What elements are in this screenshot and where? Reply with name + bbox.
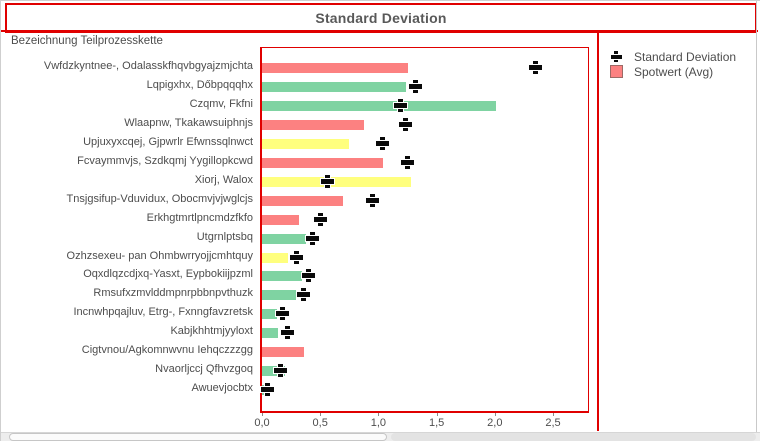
x-axis-tick-label: 1,5 bbox=[428, 417, 445, 429]
avg-bar bbox=[262, 290, 296, 301]
x-axis-tick-mark bbox=[320, 413, 322, 416]
std-deviation-marker bbox=[365, 193, 379, 207]
avg-bar bbox=[262, 328, 279, 339]
avg-bar bbox=[262, 176, 411, 187]
std-deviation-marker bbox=[314, 212, 328, 226]
horizontal-scrollbar-thumb[interactable] bbox=[9, 433, 387, 441]
category-label: Rmsufxzmvlddmpnrpbbnpvthuzk bbox=[93, 287, 253, 300]
category-label: Tnsjgsifup-Vduvidux, Obocmvjvjwglcjs bbox=[66, 192, 253, 205]
avg-bar bbox=[262, 119, 365, 130]
avg-bar bbox=[262, 157, 384, 168]
category-label: Incnwhpqajluv, Etrg-, Fxnngfavzretsk bbox=[73, 306, 253, 319]
x-axis-tick-mark bbox=[494, 413, 496, 416]
category-label: Oqxdlqzcdjxq-Yasxt, Eypbokiijpzml bbox=[83, 268, 253, 281]
category-label: Czqmv, Fkfni bbox=[189, 97, 253, 110]
std-deviation-marker bbox=[393, 98, 407, 112]
x-axis-tick-mark bbox=[262, 413, 263, 416]
x-axis-tick-mark bbox=[553, 413, 554, 416]
horizontal-scrollbar-right-segment[interactable] bbox=[391, 433, 756, 441]
std-deviation-marker bbox=[260, 383, 274, 397]
avg-bar bbox=[262, 347, 304, 358]
category-label: Kabjkhhtmjyyloxt bbox=[170, 325, 253, 338]
chart-title-box: Standard Deviation bbox=[5, 3, 757, 33]
title-divider-line bbox=[1, 30, 758, 32]
category-label: Erkhgtmrtlpncmdzfkfo bbox=[146, 211, 253, 224]
avg-bar bbox=[262, 271, 302, 282]
std-deviation-marker bbox=[289, 250, 303, 264]
x-axis-tick-label: 0,0 bbox=[254, 417, 270, 429]
std-deviation-marker bbox=[280, 326, 294, 340]
std-deviation-marker bbox=[273, 364, 287, 378]
legend-entry-spotwert-avg: Spotwert (Avg) bbox=[605, 64, 736, 79]
page-right-border bbox=[756, 1, 757, 441]
category-label: Cigtvnou/Agkomnwvnu Iehqczzzgg bbox=[81, 344, 253, 357]
x-axis-tick-label: 1,0 bbox=[370, 417, 387, 429]
x-axis-tick-mark bbox=[436, 413, 438, 416]
avg-bar bbox=[262, 81, 407, 92]
category-label: Upjuxyxcqej, Gjpwrlr Efwnssqlnwct bbox=[83, 135, 253, 148]
std-deviation-marker bbox=[296, 288, 310, 302]
chart-title: Standard Deviation bbox=[315, 10, 447, 26]
category-label: Ozhzsexeu- pan Ohmbwrryojjcmhtquy bbox=[66, 249, 253, 262]
avg-bar bbox=[262, 252, 288, 263]
avg-bar bbox=[262, 195, 344, 206]
x-axis-tick-label: 2,0 bbox=[487, 417, 503, 429]
category-label: Lqpigxhx, Dőbpqqqhx bbox=[146, 78, 253, 91]
std-deviation-marker bbox=[528, 61, 542, 74]
plot-area bbox=[260, 47, 589, 413]
legend-label-spotwert-avg: Spotwert (Avg) bbox=[634, 64, 714, 79]
avg-bar bbox=[262, 214, 300, 225]
bar-swatch-icon bbox=[605, 65, 627, 78]
avg-bar bbox=[262, 100, 496, 111]
legend-label-standard-deviation: Standard Deviation bbox=[634, 49, 737, 64]
category-label: Fcvaymmvjs, Szdkqmj Yygillopkcwd bbox=[77, 154, 253, 167]
category-label: Utgrnlptsbq bbox=[196, 230, 253, 243]
category-label: Awuevjocbtx bbox=[191, 382, 253, 395]
plus-marker-icon bbox=[605, 51, 627, 62]
std-deviation-marker bbox=[321, 174, 335, 188]
std-deviation-marker bbox=[400, 155, 414, 169]
std-deviation-marker bbox=[408, 79, 422, 93]
x-axis-tick-label: 0,5 bbox=[312, 417, 328, 429]
category-label: Vwfdzkyntnee-, Odalasskfhqvbgyajzmjchta bbox=[43, 60, 253, 72]
std-deviation-marker bbox=[306, 231, 320, 245]
std-deviation-marker bbox=[275, 307, 289, 321]
chart-legend-separator-line bbox=[597, 31, 599, 431]
avg-bar bbox=[262, 138, 350, 149]
std-deviation-marker bbox=[301, 269, 315, 283]
avg-bar bbox=[262, 309, 278, 320]
avg-bar bbox=[262, 63, 408, 73]
category-label: Wlaapnw, Tkakawsuiphnjs bbox=[124, 116, 253, 129]
category-label: Xiorj, Walox bbox=[194, 173, 253, 186]
legend-entry-standard-deviation: Standard Deviation bbox=[605, 49, 736, 64]
std-deviation-marker bbox=[376, 136, 390, 150]
y-axis-caption: Bezeichnung Teilprozesskette bbox=[11, 35, 163, 47]
legend: Standard Deviation Spotwert (Avg) bbox=[605, 49, 736, 79]
x-axis-tick-mark bbox=[378, 413, 380, 416]
x-axis-tick-label: 2,5 bbox=[545, 417, 561, 429]
avg-bar bbox=[262, 233, 307, 244]
category-label: Nvaorljccj Qfhvzgoq bbox=[155, 363, 253, 376]
std-deviation-marker bbox=[399, 117, 413, 131]
